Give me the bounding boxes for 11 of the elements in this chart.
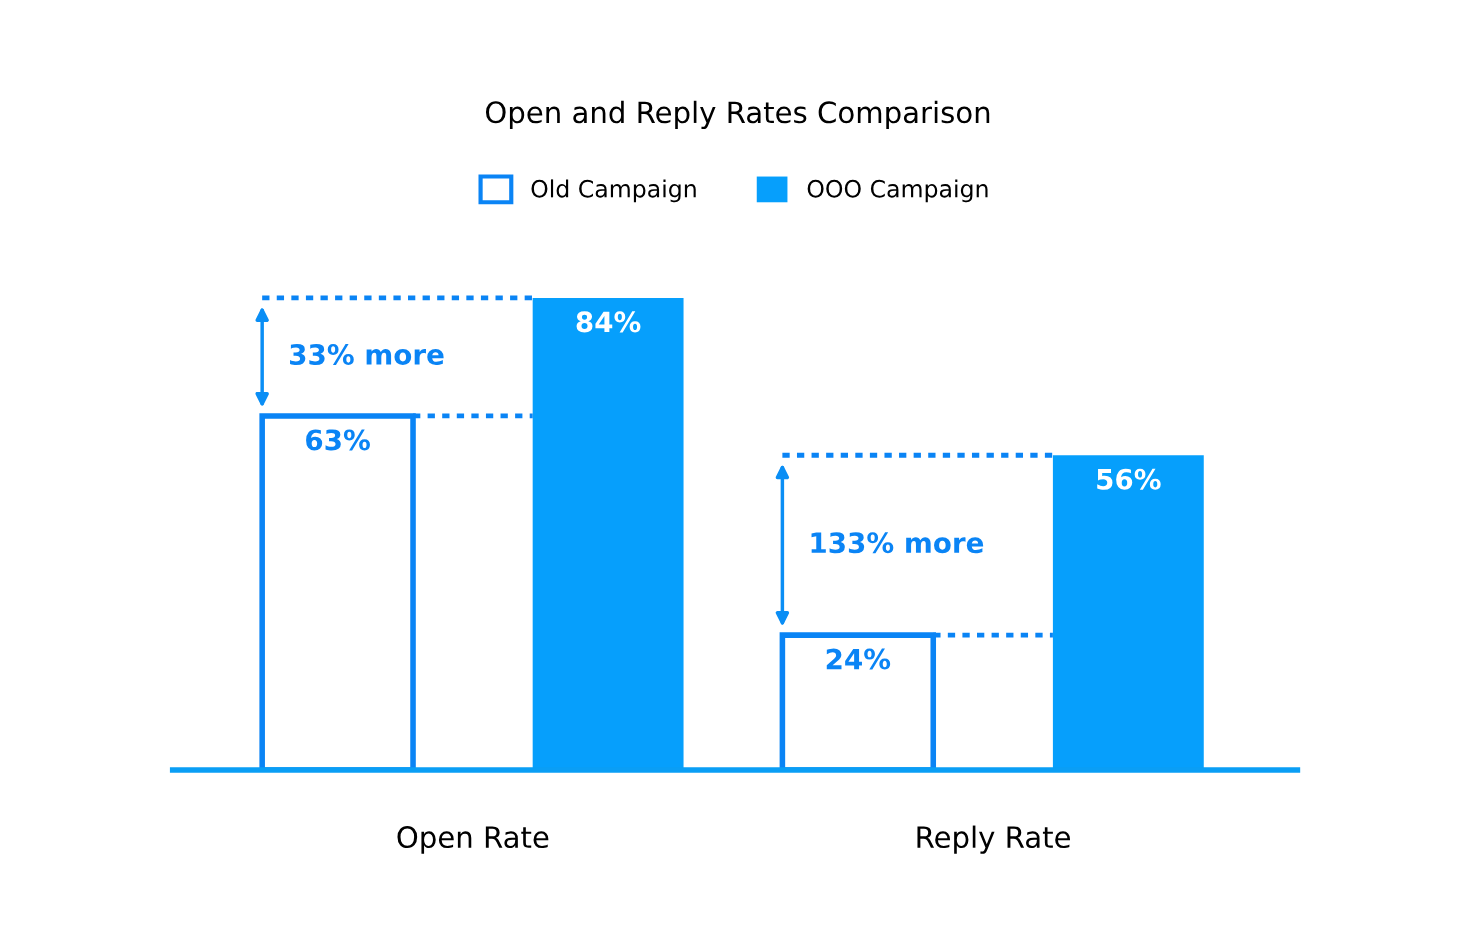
annotation: 133% more — [811, 532, 984, 554]
x-tick-label: Open Rate — [397, 826, 549, 854]
annotation: 33% more — [290, 343, 444, 365]
legend-label: OOO Campaign — [807, 179, 988, 203]
data-label: 24% — [826, 648, 891, 670]
legend-label: Old Campaign — [531, 179, 696, 203]
data-label: 56% — [1097, 468, 1161, 490]
x-tick-label: Reply Rate — [917, 825, 1070, 854]
data-label: 84% — [576, 311, 641, 333]
data-label: 63% — [306, 429, 370, 451]
chart-title: Open and Reply Rates Comparison — [485, 100, 990, 129]
